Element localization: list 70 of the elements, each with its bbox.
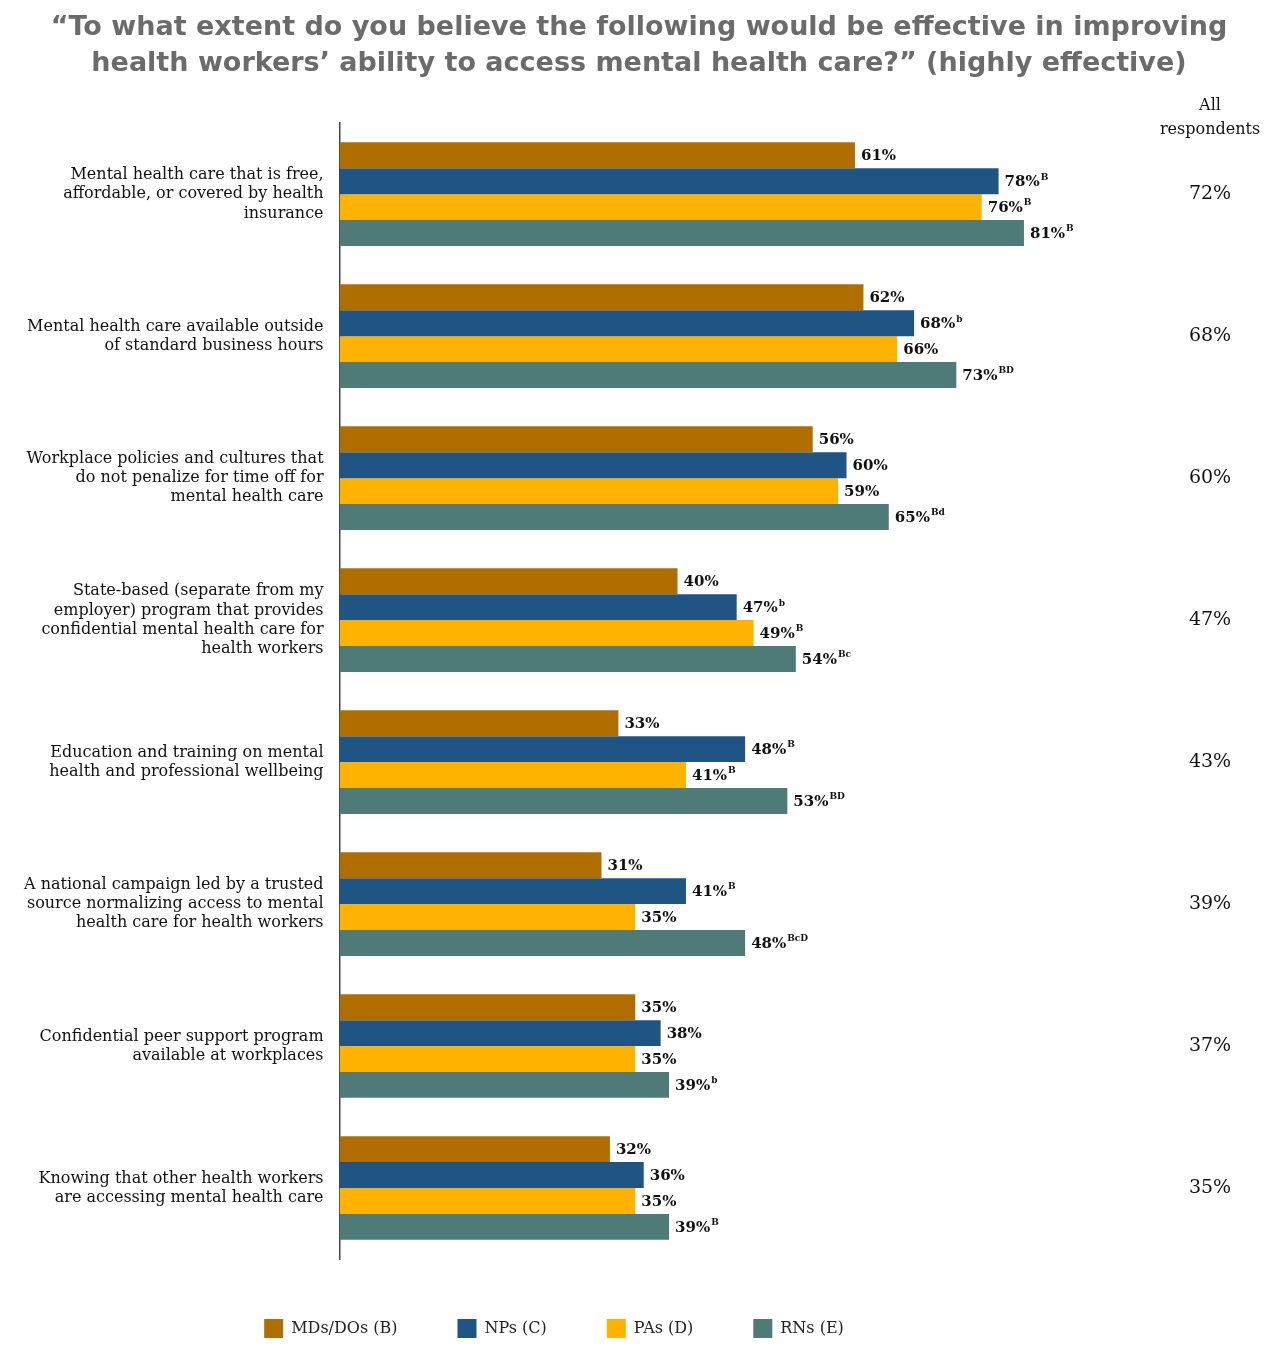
- data-label: 33%: [624, 714, 660, 733]
- text: 43%: [1188, 749, 1232, 772]
- bar: [339, 620, 754, 647]
- bar: [339, 646, 796, 672]
- bar: [339, 220, 1024, 247]
- bar: [339, 452, 847, 479]
- text: 68%: [1188, 323, 1232, 346]
- y-tick-label: Education and training on mental health and professional wellbeing: [49, 741, 324, 780]
- bar: [339, 478, 839, 505]
- data-label: 35%: [641, 1191, 677, 1210]
- data-label: 66%: [903, 340, 939, 359]
- bar: [339, 736, 746, 763]
- bar: [339, 336, 898, 363]
- y-tick-label: A national campaign led by a trusted source normalizing access to mental health care for health workers: [22, 874, 324, 932]
- y-tick-label: State-based (separate from my employer) program that provides confidential mental health care for health workers: [41, 580, 324, 658]
- data-label: 59%: [844, 481, 880, 500]
- bar: [339, 1213, 670, 1240]
- data-label: 56%: [818, 430, 854, 449]
- bar: [339, 904, 636, 930]
- data-label: 62%: [869, 288, 905, 307]
- data-label: 40%: [683, 572, 719, 591]
- bar: [339, 852, 602, 879]
- bar: [339, 710, 619, 737]
- text: 47%: [1188, 607, 1232, 630]
- bar: [339, 1136, 610, 1163]
- text: 35%: [1188, 1174, 1232, 1197]
- bar: [339, 426, 813, 453]
- bar: [339, 504, 889, 530]
- bar: [339, 994, 636, 1021]
- chart-title: “To what extent do you believe the following would be effective in improving health workers’ ability to access mental health care?” (highly effective): [49, 9, 1229, 79]
- y-tick-label: Confidential peer support program available at workplaces: [39, 1025, 324, 1064]
- data-label: 35%: [641, 1049, 677, 1068]
- bar: [339, 168, 999, 195]
- text: All respondents: [1159, 95, 1261, 139]
- bar: [339, 310, 915, 337]
- bar: [339, 762, 686, 788]
- y-tick-label: Mental health care that is free, affordable, or covered by health insurance: [63, 164, 324, 222]
- text: 39%: [1188, 891, 1232, 913]
- bar: [339, 568, 678, 595]
- data-label: 36%: [649, 1165, 685, 1184]
- text: 37%: [1188, 1032, 1232, 1055]
- text: 60%: [1188, 465, 1232, 488]
- y-tick-label: Workplace policies and cultures that do not penalize for time off for mental health care: [26, 448, 325, 506]
- data-label: 32%: [615, 1140, 652, 1159]
- y-tick-label: Mental health care available outside of standard business hours: [27, 315, 324, 354]
- bar: [339, 878, 686, 905]
- bar: [339, 1020, 661, 1047]
- legend-label: NPs (C): [484, 1317, 547, 1337]
- y-tick-label: Knowing that other health workers are accessing mental health care: [38, 1167, 324, 1206]
- data-label: 61%: [860, 146, 897, 165]
- bar: [339, 1046, 636, 1072]
- bar: [339, 362, 957, 388]
- bar: [339, 594, 737, 621]
- bar: [339, 194, 982, 221]
- text: 72%: [1188, 181, 1232, 204]
- data-label: 35%: [641, 998, 677, 1017]
- bar: [339, 284, 864, 311]
- bar: [339, 1188, 636, 1214]
- legend-label: RNs (E): [780, 1317, 844, 1337]
- data-label: 60%: [852, 456, 888, 475]
- bar: [339, 142, 855, 169]
- legend-label: MDs/DOs (B): [291, 1317, 398, 1337]
- legend-label: PAs (D): [633, 1317, 694, 1337]
- bar: [339, 1071, 670, 1098]
- bar: [339, 788, 788, 814]
- bar: [339, 929, 746, 956]
- data-label: 31%: [607, 856, 643, 875]
- bar: [339, 1162, 644, 1189]
- data-label: 35%: [641, 907, 677, 926]
- data-label: 38%: [666, 1023, 702, 1042]
